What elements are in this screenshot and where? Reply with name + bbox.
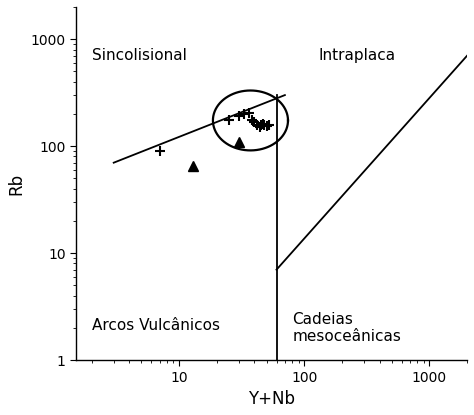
Text: Sincolisional: Sincolisional (91, 48, 187, 63)
Text: Arcos Vulcânicos: Arcos Vulcânicos (91, 318, 219, 333)
Y-axis label: Rb: Rb (7, 173, 25, 195)
Text: Intraplaca: Intraplaca (319, 48, 396, 63)
Text: Cadeias
mesoceânicas: Cadeias mesoceânicas (292, 312, 401, 344)
X-axis label: Y+Nb: Y+Nb (248, 390, 295, 408)
